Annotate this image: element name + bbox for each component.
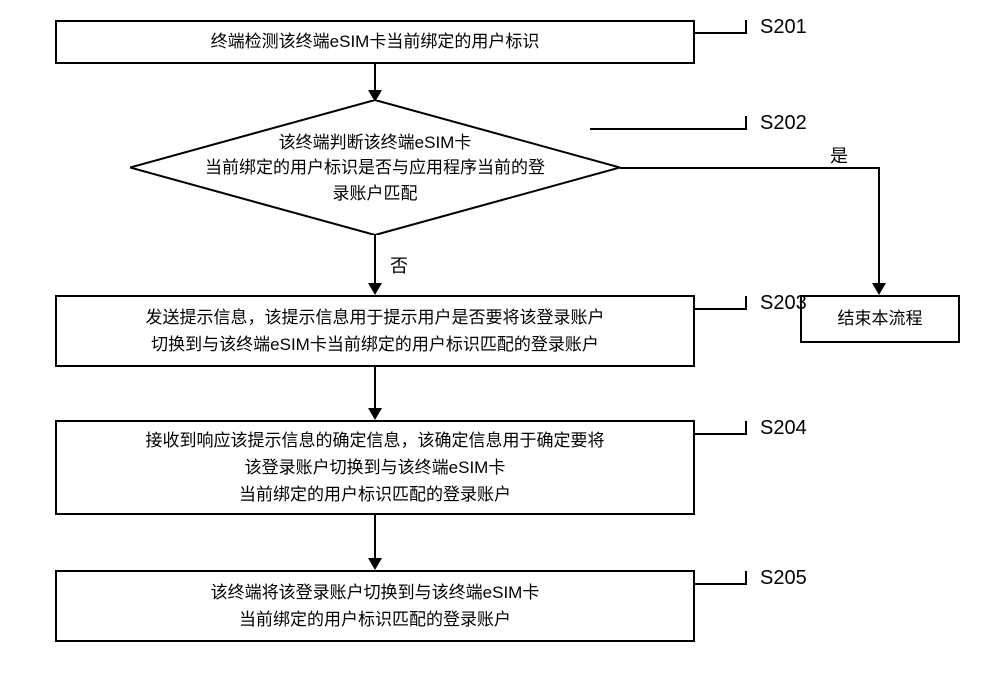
arrow-s204-s205 bbox=[374, 515, 376, 560]
arrowhead-s202-s203 bbox=[368, 283, 382, 295]
no-label: 否 bbox=[390, 252, 408, 278]
arrowhead-s203-s204 bbox=[368, 408, 382, 420]
process-s205-text: 该终端将该登录账户切换到与该终端eSIM卡 当前绑定的用户标识匹配的登录账户 bbox=[211, 579, 540, 633]
process-s205: 该终端将该登录账户切换到与该终端eSIM卡 当前绑定的用户标识匹配的登录账户 bbox=[55, 570, 695, 642]
label-connector-s203 bbox=[695, 308, 745, 310]
arrow-s203-s204 bbox=[374, 367, 376, 410]
label-s204: S204 bbox=[760, 417, 807, 440]
label-connector-s202-v bbox=[745, 116, 747, 130]
process-end: 结束本流程 bbox=[800, 295, 960, 343]
process-s204-text: 接收到响应该提示信息的确定信息，该确定信息用于确定要将 该登录账户切换到与该终端… bbox=[146, 427, 605, 509]
process-s204: 接收到响应该提示信息的确定信息，该确定信息用于确定要将 该登录账户切换到与该终端… bbox=[55, 420, 695, 515]
decision-s202-text: 该终端判断该终端eSIM卡 当前绑定的用户标识是否与应用程序当前的登 录账户匹配 bbox=[130, 129, 620, 206]
decision-s202: 该终端判断该终端eSIM卡 当前绑定的用户标识是否与应用程序当前的登 录账户匹配 bbox=[130, 100, 620, 235]
yes-branch-v bbox=[878, 167, 880, 285]
process-s203: 发送提示信息，该提示信息用于提示用户是否要将该登录账户 切换到与该终端eSIM卡… bbox=[55, 295, 695, 367]
label-connector-s201 bbox=[695, 32, 745, 34]
label-connector-s205-v bbox=[745, 571, 747, 585]
label-connector-s204 bbox=[695, 433, 745, 435]
label-s205: S205 bbox=[760, 567, 807, 590]
yes-label: 是 bbox=[830, 142, 848, 168]
label-connector-s201-v bbox=[745, 20, 747, 34]
label-connector-s205 bbox=[695, 583, 745, 585]
arrowhead-yes bbox=[872, 283, 886, 295]
process-end-text: 结束本流程 bbox=[838, 305, 923, 332]
process-s201-text: 终端检测该终端eSIM卡当前绑定的用户标识 bbox=[211, 28, 540, 55]
label-s201: S201 bbox=[760, 16, 807, 39]
label-connector-s204-v bbox=[745, 421, 747, 435]
arrow-s202-s203 bbox=[374, 235, 376, 285]
process-s203-text: 发送提示信息，该提示信息用于提示用户是否要将该登录账户 切换到与该终端eSIM卡… bbox=[146, 304, 605, 358]
process-s201: 终端检测该终端eSIM卡当前绑定的用户标识 bbox=[55, 20, 695, 64]
arrowhead-s204-s205 bbox=[368, 558, 382, 570]
label-connector-s203-v bbox=[745, 296, 747, 310]
label-s202: S202 bbox=[760, 112, 807, 135]
label-s203: S203 bbox=[760, 292, 807, 315]
